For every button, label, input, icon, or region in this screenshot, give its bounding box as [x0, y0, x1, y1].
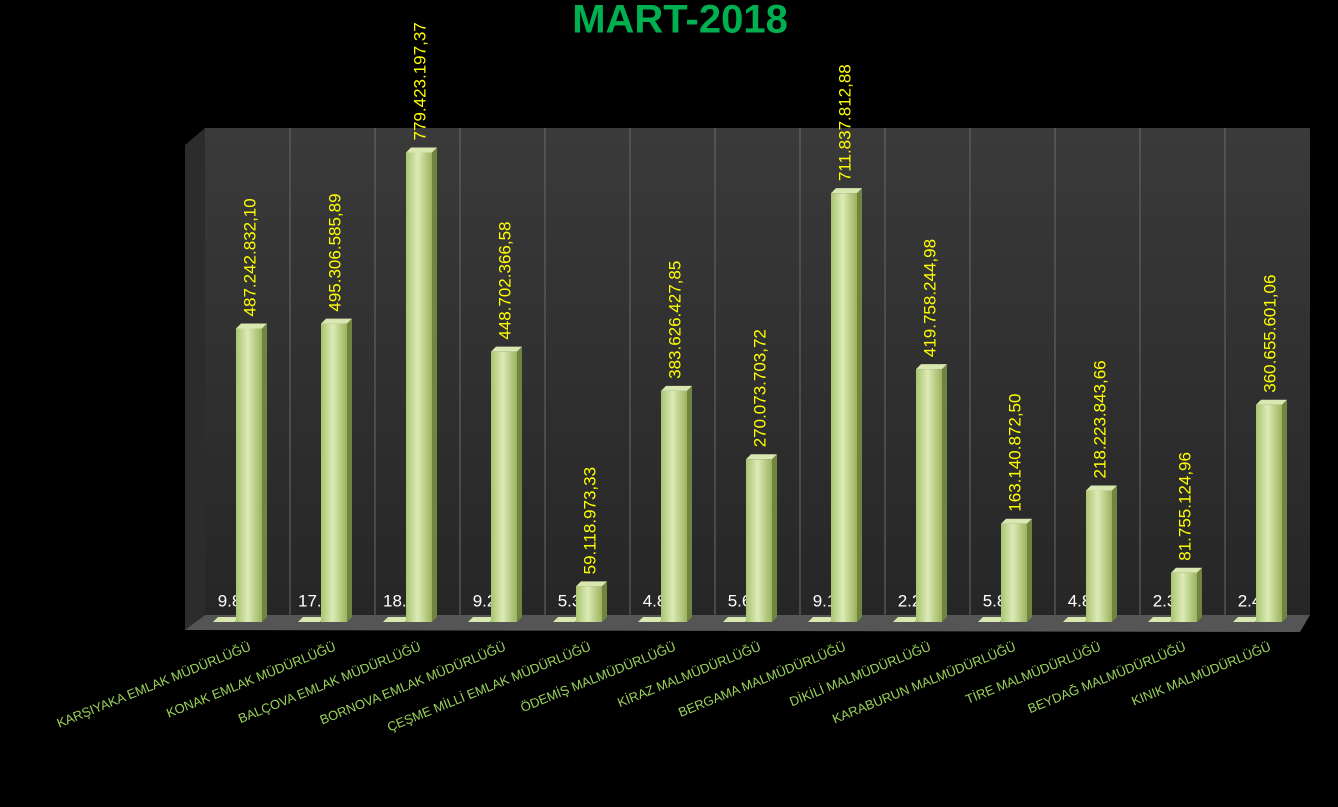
bar-top [383, 616, 410, 622]
bar-top [491, 346, 522, 352]
bar-top [893, 616, 920, 622]
bar-top [661, 385, 692, 391]
bar-side [1197, 567, 1202, 622]
data-label: 270.073.703,72 [750, 329, 769, 447]
bar-top [1001, 518, 1032, 524]
bar-top [978, 616, 1005, 622]
x-tick-label: KİRAZ MALMÜDÜRLÜĞÜ [615, 639, 763, 710]
data-label: 487.242.832,10 [240, 198, 259, 316]
x-tick-label: TİRE MALMÜDÜRLÜĞÜ [963, 639, 1103, 707]
data-label: 360.655.601,06 [1260, 275, 1279, 393]
bar-side [602, 581, 607, 622]
bar-top [468, 616, 495, 622]
bar-top [236, 323, 267, 329]
x-tick-label: DİKİLİ MALMÜDÜRLÜĞÜ [787, 639, 933, 709]
bar [1171, 572, 1197, 622]
bar-top [576, 581, 607, 587]
side-wall [185, 128, 205, 630]
bar-side [262, 323, 267, 622]
data-label: 59.118.973,33 [580, 467, 599, 574]
bar-top [213, 616, 240, 622]
bar [321, 323, 347, 622]
bar-top [1148, 616, 1175, 622]
bar-side [517, 346, 522, 622]
data-label: 218.223.843,66 [1090, 360, 1109, 478]
bar [1001, 523, 1027, 622]
x-tick-label: KINIK MALMÜDÜRLÜĞÜ [1129, 639, 1273, 709]
bar-top [1256, 399, 1287, 405]
bar-side [1282, 399, 1287, 622]
bar [831, 193, 857, 622]
bar [916, 369, 942, 622]
bar [406, 152, 432, 622]
bar-top [406, 147, 437, 153]
bar-top [746, 454, 777, 460]
bar [576, 586, 602, 622]
bar-top [808, 616, 835, 622]
bar-top [916, 364, 947, 370]
bar-top [831, 188, 862, 194]
bar-side [772, 454, 777, 622]
x-tick-label: BEYDAĞ MALMÜDÜRLÜĞÜ [1026, 639, 1188, 716]
bar-top [1086, 485, 1117, 491]
bar-side [857, 188, 862, 622]
bar-side [942, 364, 947, 622]
bar [236, 328, 262, 622]
bar-top [1063, 616, 1090, 622]
bar-side [347, 318, 352, 622]
bar-top [638, 616, 665, 622]
data-label: 448.702.366,58 [495, 222, 514, 340]
data-label: 163.140.872,50 [1005, 394, 1024, 512]
bar-top [321, 318, 352, 324]
bar-top [1233, 616, 1260, 622]
data-label: 711.837.812,88 [835, 64, 854, 181]
bar [746, 459, 772, 622]
data-label: 383.626.427,85 [665, 261, 684, 379]
x-tick-label: ÖDEMİŞ MALMÜDÜRLÜĞÜ [518, 639, 678, 715]
bar [1256, 404, 1282, 622]
bar-side [432, 147, 437, 622]
bar [661, 390, 687, 622]
bar [491, 351, 517, 622]
chart-title: MART-2018 [572, 0, 788, 42]
bar-side [1027, 518, 1032, 622]
bar-top [298, 616, 325, 622]
bar [1086, 490, 1112, 622]
data-label: 495.306.585,89 [325, 193, 344, 311]
bar-top [1171, 567, 1202, 573]
back-wall [205, 128, 1310, 615]
bar-side [687, 385, 692, 622]
bar-top [553, 616, 580, 622]
bar-top [723, 616, 750, 622]
data-label: 419.758.244,98 [920, 239, 939, 357]
data-label: 81.755.124,96 [1175, 452, 1194, 561]
bar-side [1112, 485, 1117, 622]
data-label: 779.423.197,37 [410, 22, 429, 140]
